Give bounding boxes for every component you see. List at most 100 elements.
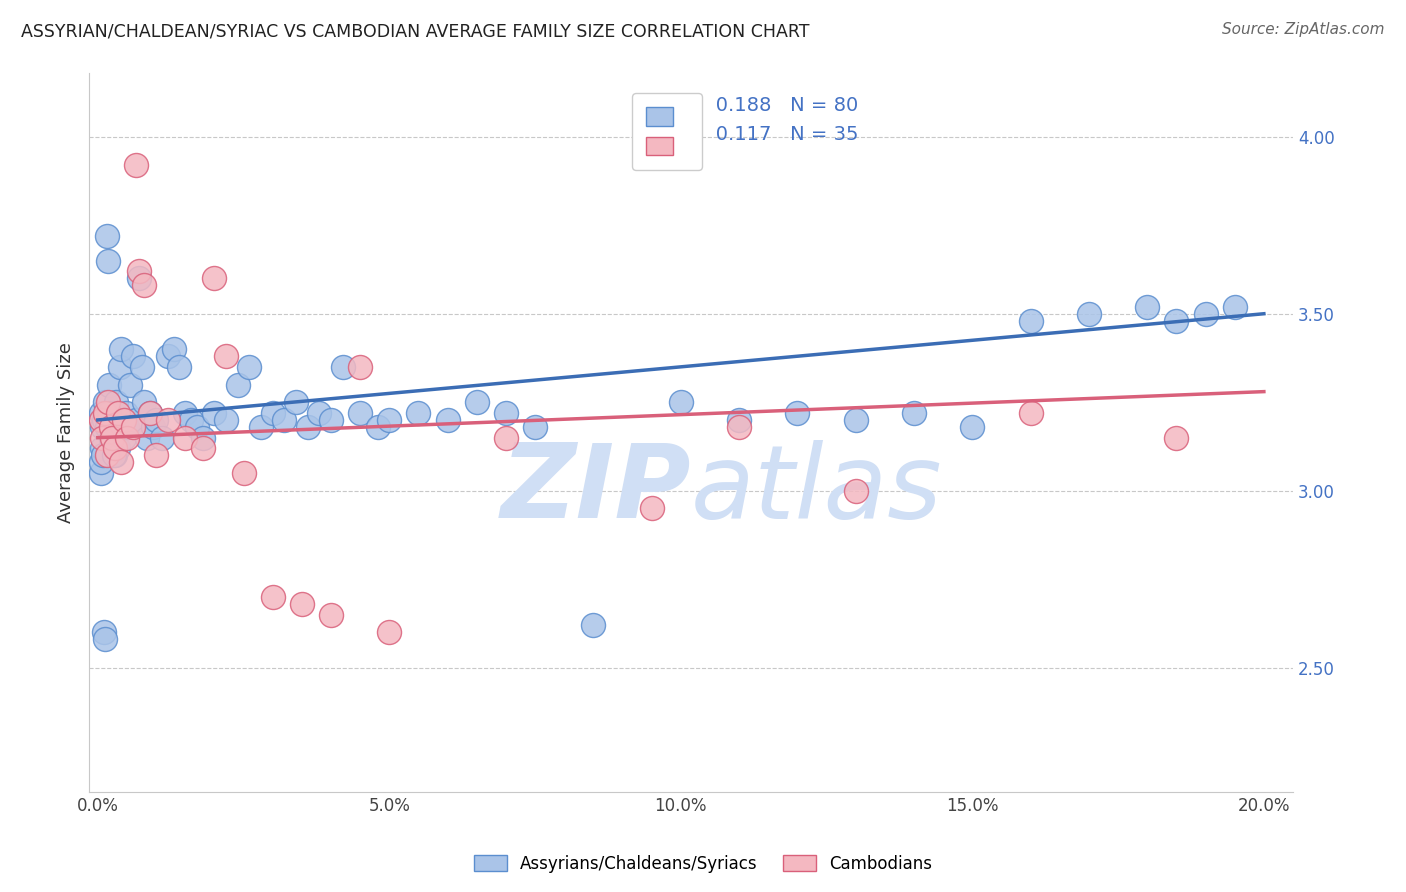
Point	[186, 420, 208, 434]
Point	[103, 448, 125, 462]
Point	[145, 448, 167, 462]
Point	[110, 342, 132, 356]
Point	[262, 590, 284, 604]
Point	[108, 359, 131, 374]
Point	[121, 349, 143, 363]
Point	[238, 359, 260, 374]
Point	[90, 455, 112, 469]
Point	[125, 413, 148, 427]
Point	[1136, 300, 1159, 314]
Point	[112, 413, 135, 427]
Point	[101, 413, 124, 427]
Point	[1019, 314, 1042, 328]
Text: R =  0.188   N = 80: R = 0.188 N = 80	[666, 96, 858, 115]
Point	[962, 420, 984, 434]
Text: ASSYRIAN/CHALDEAN/SYRIAC VS CAMBODIAN AVERAGE FAMILY SIZE CORRELATION CHART: ASSYRIAN/CHALDEAN/SYRIAC VS CAMBODIAN AV…	[21, 22, 810, 40]
Point	[107, 442, 129, 456]
Point	[408, 406, 430, 420]
Point	[465, 395, 488, 409]
Point	[139, 406, 162, 420]
Point	[142, 420, 165, 434]
Point	[136, 431, 159, 445]
Point	[204, 271, 226, 285]
Point	[125, 158, 148, 172]
Point	[97, 253, 120, 268]
Point	[97, 406, 120, 420]
Point	[103, 420, 125, 434]
Point	[495, 431, 517, 445]
Point	[93, 625, 115, 640]
Point	[134, 278, 156, 293]
Point	[90, 413, 112, 427]
Point	[100, 431, 122, 445]
Point	[845, 413, 868, 427]
Point	[96, 228, 118, 243]
Point	[156, 413, 179, 427]
Point	[121, 420, 143, 434]
Point	[319, 607, 342, 622]
Point	[191, 442, 214, 456]
Point	[105, 395, 128, 409]
Point	[96, 448, 118, 462]
Point	[100, 431, 122, 445]
Point	[262, 406, 284, 420]
Point	[169, 359, 191, 374]
Point	[378, 625, 401, 640]
Point	[110, 455, 132, 469]
Point	[90, 406, 112, 420]
Point	[94, 406, 117, 420]
Point	[285, 395, 308, 409]
Text: ZIP: ZIP	[501, 440, 690, 541]
Point	[100, 420, 122, 434]
Point	[162, 342, 184, 356]
Point	[728, 420, 751, 434]
Point	[111, 413, 134, 427]
Point	[174, 431, 197, 445]
Point	[115, 420, 138, 434]
Point	[145, 413, 167, 427]
Point	[131, 359, 153, 374]
Point	[349, 406, 371, 420]
Point	[104, 448, 127, 462]
Point	[349, 359, 371, 374]
Point	[90, 466, 112, 480]
Point	[582, 618, 605, 632]
Point	[128, 271, 150, 285]
Point	[1166, 314, 1188, 328]
Point	[94, 632, 117, 647]
Point	[114, 406, 136, 420]
Point	[250, 420, 273, 434]
Point	[1194, 307, 1216, 321]
Point	[1078, 307, 1101, 321]
Point	[273, 413, 295, 427]
Point	[128, 264, 150, 278]
Point	[115, 431, 138, 445]
Point	[191, 431, 214, 445]
Point	[101, 431, 124, 445]
Point	[118, 377, 141, 392]
Point	[903, 406, 925, 420]
Point	[104, 442, 127, 456]
Point	[367, 420, 389, 434]
Point	[96, 420, 118, 434]
Legend: , : ,	[631, 94, 702, 170]
Point	[845, 483, 868, 498]
Point	[91, 448, 114, 462]
Point	[495, 406, 517, 420]
Text: atlas: atlas	[690, 440, 942, 540]
Point	[1166, 431, 1188, 445]
Point	[98, 377, 121, 392]
Point	[180, 413, 202, 427]
Point	[332, 359, 354, 374]
Text: R =  0.117   N = 35: R = 0.117 N = 35	[666, 125, 859, 144]
Point	[90, 442, 112, 456]
Point	[215, 349, 238, 363]
Point	[97, 395, 120, 409]
Point	[232, 466, 254, 480]
Point	[91, 420, 114, 434]
Legend: Assyrians/Chaldeans/Syriacs, Cambodians: Assyrians/Chaldeans/Syriacs, Cambodians	[467, 848, 939, 880]
Point	[139, 406, 162, 420]
Point	[291, 597, 314, 611]
Point	[641, 501, 664, 516]
Point	[728, 413, 751, 427]
